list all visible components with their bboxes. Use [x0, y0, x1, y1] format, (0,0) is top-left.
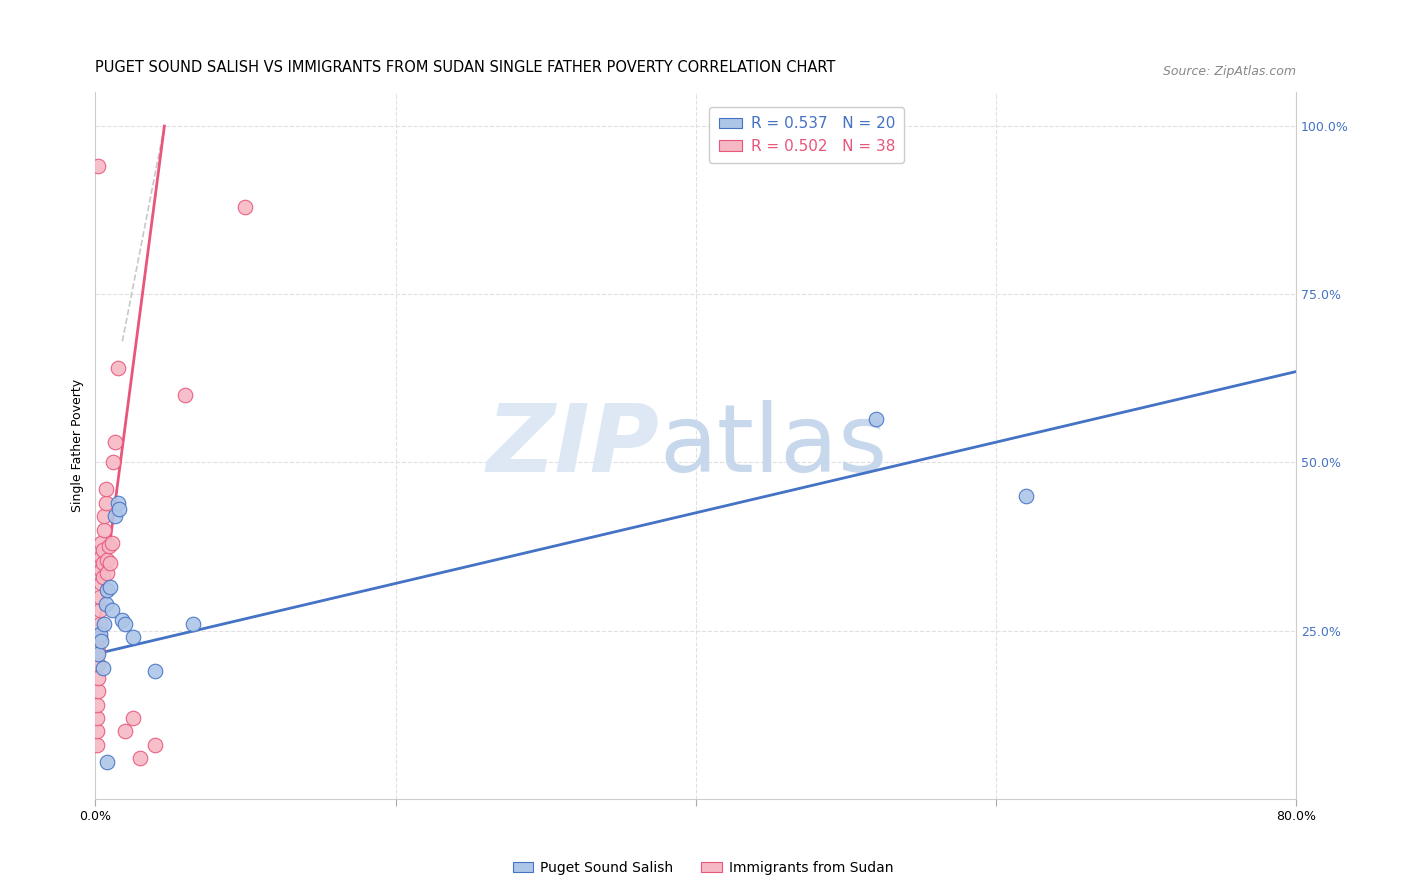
Point [87, 160, 110, 174]
Point [96, 553, 118, 567]
Text: atlas: atlas [659, 400, 889, 491]
Point [104, 435, 127, 450]
Point [86, 698, 108, 712]
Point [107, 496, 129, 510]
Point [111, 614, 134, 628]
Point [101, 603, 124, 617]
Point [89, 603, 111, 617]
Point [145, 664, 167, 678]
Point [91, 556, 114, 570]
Point [87, 647, 110, 661]
Point [91, 570, 114, 584]
Point [94, 483, 117, 497]
Point [865, 411, 887, 425]
Point [90, 563, 112, 577]
Text: PUGET SOUND SALISH VS IMMIGRANTS FROM SUDAN SINGLE FATHER POVERTY CORRELATION CH: PUGET SOUND SALISH VS IMMIGRANTS FROM SU… [96, 60, 835, 75]
Point [174, 388, 197, 402]
Point [98, 580, 121, 594]
Point [90, 576, 112, 591]
Point [86, 738, 108, 752]
Point [91, 660, 114, 674]
Point [122, 711, 145, 725]
Point [90, 549, 112, 564]
Point [107, 361, 129, 376]
Point [86, 711, 108, 725]
Point [122, 630, 145, 644]
Point [181, 616, 204, 631]
Point [89, 616, 111, 631]
Point [97, 540, 120, 554]
Point [1015, 489, 1038, 503]
Point [96, 755, 118, 769]
Point [89, 630, 111, 644]
Point [108, 502, 131, 516]
Point [103, 455, 125, 469]
Point [94, 597, 117, 611]
Point [87, 643, 110, 657]
Point [114, 616, 136, 631]
Y-axis label: Single Father Poverty: Single Father Poverty [72, 379, 84, 512]
Point [101, 536, 124, 550]
Point [114, 724, 136, 739]
Point [90, 633, 112, 648]
Point [91, 542, 114, 557]
Point [145, 738, 167, 752]
Point [93, 523, 115, 537]
Text: ZIP: ZIP [486, 400, 659, 491]
Point [89, 627, 111, 641]
Point [235, 200, 257, 214]
Point [90, 536, 112, 550]
Point [93, 509, 115, 524]
Point [96, 566, 118, 581]
Point [87, 671, 110, 685]
Point [96, 583, 118, 598]
Point [86, 724, 108, 739]
Point [104, 509, 127, 524]
Point [93, 616, 115, 631]
Legend: Puget Sound Salish, Immigrants from Sudan: Puget Sound Salish, Immigrants from Suda… [508, 855, 898, 880]
Point [87, 657, 110, 672]
Point [94, 496, 117, 510]
Legend: R = 0.537   N = 20, R = 0.502   N = 38: R = 0.537 N = 20, R = 0.502 N = 38 [710, 107, 904, 163]
Point [87, 684, 110, 698]
Point [89, 590, 111, 604]
Point [129, 751, 152, 765]
Point [98, 556, 121, 570]
Text: Source: ZipAtlas.com: Source: ZipAtlas.com [1163, 65, 1296, 78]
